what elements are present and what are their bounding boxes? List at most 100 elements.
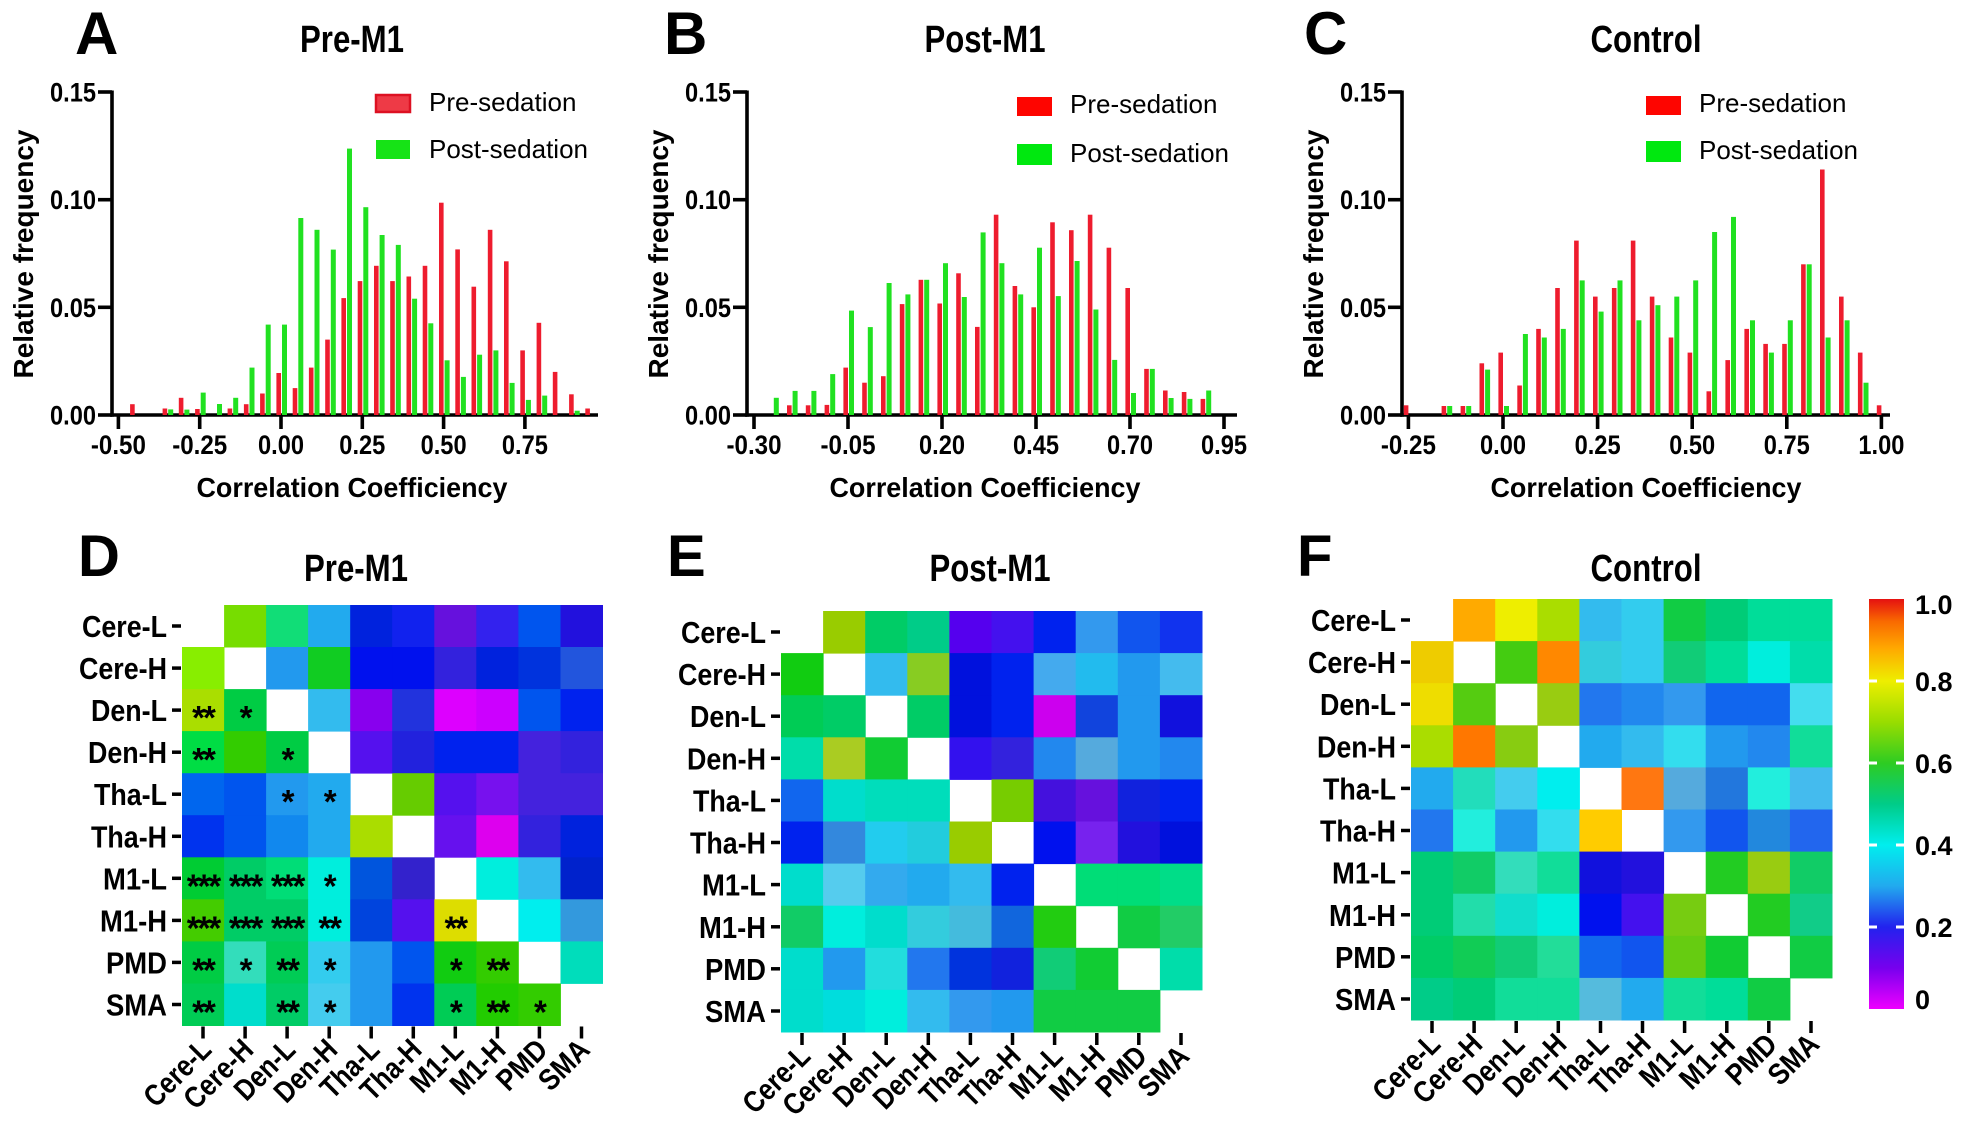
svg-text:0.10: 0.10 [685, 185, 731, 215]
svg-text:Post-M1: Post-M1 [925, 19, 1046, 61]
svg-text:0.50: 0.50 [421, 430, 467, 460]
svg-text:Relative frequency: Relative frequency [1298, 129, 1329, 378]
svg-text:**: ** [276, 994, 300, 1031]
svg-text:F: F [1297, 524, 1332, 589]
svg-text:-0.25: -0.25 [172, 430, 227, 460]
svg-text:M1-L: M1-L [103, 861, 167, 896]
svg-text:0.20: 0.20 [919, 430, 965, 460]
svg-text:-0.25: -0.25 [1381, 430, 1436, 460]
svg-text:M1-L: M1-L [702, 868, 766, 903]
svg-text:Cere-L: Cere-L [681, 615, 766, 650]
svg-text:***: *** [271, 909, 306, 946]
svg-text:Relative frequency: Relative frequency [8, 129, 39, 378]
svg-text:PMD: PMD [1335, 940, 1396, 975]
svg-text:0.70: 0.70 [1107, 430, 1153, 460]
svg-text:0.00: 0.00 [50, 401, 96, 431]
svg-text:***: *** [229, 909, 264, 946]
svg-text:0.6: 0.6 [1915, 749, 1953, 779]
svg-text:0.10: 0.10 [50, 185, 96, 215]
svg-text:Post-M1: Post-M1 [930, 548, 1051, 590]
svg-text:Pre-M1: Pre-M1 [300, 19, 404, 61]
svg-text:***: *** [229, 867, 264, 904]
svg-text:Cere-H: Cere-H [79, 651, 167, 686]
svg-text:Correlation Coefficiency: Correlation Coefficiency [1491, 472, 1803, 503]
svg-text:0.8: 0.8 [1915, 667, 1953, 697]
svg-text:Pre-sedation: Pre-sedation [1699, 88, 1846, 118]
svg-text:A: A [75, 0, 118, 67]
svg-text:-0.50: -0.50 [91, 430, 146, 460]
svg-text:0.05: 0.05 [685, 293, 731, 323]
svg-text:**: ** [192, 741, 216, 778]
svg-text:0.95: 0.95 [1201, 430, 1247, 460]
svg-text:Relative frequency: Relative frequency [643, 129, 674, 378]
svg-text:**: ** [192, 699, 216, 736]
svg-text:PMD: PMD [106, 945, 167, 980]
svg-text:Den-H: Den-H [687, 741, 766, 776]
svg-text:E: E [667, 524, 706, 589]
svg-text:SMA: SMA [1335, 982, 1396, 1017]
svg-text:0.00: 0.00 [1480, 430, 1526, 460]
svg-text:0.25: 0.25 [339, 430, 385, 460]
svg-text:Cere-H: Cere-H [1308, 645, 1396, 680]
svg-text:Tha-H: Tha-H [91, 819, 167, 854]
svg-text:-0.30: -0.30 [727, 430, 782, 460]
svg-text:Correlation Coefficiency: Correlation Coefficiency [830, 472, 1142, 503]
svg-text:Den-L: Den-L [690, 699, 766, 734]
svg-text:M1-H: M1-H [699, 910, 766, 945]
svg-text:***: *** [271, 867, 306, 904]
svg-text:C: C [1304, 0, 1347, 67]
svg-text:1.0: 1.0 [1915, 590, 1953, 620]
svg-text:**: ** [318, 909, 342, 946]
svg-text:PMD: PMD [705, 952, 766, 987]
svg-text:***: *** [187, 909, 222, 946]
svg-text:Cere-L: Cere-L [1311, 603, 1396, 638]
svg-text:M1-L: M1-L [1332, 856, 1396, 891]
svg-text:0.00: 0.00 [1340, 401, 1386, 431]
svg-text:**: ** [192, 951, 216, 988]
svg-text:Post-sedation: Post-sedation [429, 134, 588, 164]
svg-text:Control: Control [1591, 19, 1702, 61]
svg-text:0: 0 [1915, 985, 1930, 1015]
svg-text:0.00: 0.00 [685, 401, 731, 431]
svg-text:0.05: 0.05 [1340, 293, 1386, 323]
svg-text:Pre-sedation: Pre-sedation [1070, 89, 1217, 119]
svg-text:Control: Control [1591, 548, 1702, 590]
svg-text:1.00: 1.00 [1858, 430, 1904, 460]
svg-text:Den-H: Den-H [1317, 729, 1396, 764]
svg-text:SMA: SMA [106, 988, 167, 1023]
svg-text:0.75: 0.75 [1764, 430, 1810, 460]
svg-text:Post-sedation: Post-sedation [1070, 138, 1229, 168]
svg-text:Tha-L: Tha-L [1323, 771, 1396, 806]
svg-text:-0.05: -0.05 [821, 430, 876, 460]
svg-text:0.10: 0.10 [1340, 185, 1386, 215]
svg-text:0.45: 0.45 [1013, 430, 1059, 460]
svg-text:**: ** [487, 994, 511, 1031]
svg-text:0.50: 0.50 [1669, 430, 1715, 460]
svg-text:Pre-M1: Pre-M1 [304, 548, 408, 590]
svg-text:B: B [664, 0, 707, 67]
svg-text:Den-L: Den-L [1320, 687, 1396, 722]
svg-text:Den-H: Den-H [88, 735, 167, 770]
svg-text:0.75: 0.75 [502, 430, 548, 460]
svg-text:Tha-H: Tha-H [690, 826, 766, 861]
svg-text:0.15: 0.15 [50, 78, 96, 108]
svg-text:0.4: 0.4 [1915, 831, 1953, 861]
svg-text:D: D [78, 524, 120, 589]
svg-text:**: ** [444, 909, 468, 946]
svg-text:0.2: 0.2 [1915, 913, 1953, 943]
svg-text:**: ** [276, 951, 300, 988]
svg-text:Cere-H: Cere-H [678, 657, 766, 692]
svg-text:***: *** [187, 867, 222, 904]
svg-text:0.00: 0.00 [258, 430, 304, 460]
svg-text:**: ** [192, 994, 216, 1031]
svg-text:Correlation Coefficiency: Correlation Coefficiency [197, 472, 509, 503]
svg-text:SMA: SMA [705, 994, 766, 1029]
svg-text:0.15: 0.15 [685, 78, 731, 108]
svg-text:0.15: 0.15 [1340, 78, 1386, 108]
svg-text:M1-H: M1-H [100, 903, 167, 938]
svg-text:Tha-H: Tha-H [1320, 814, 1396, 849]
svg-text:Tha-L: Tha-L [693, 783, 766, 818]
svg-text:Den-L: Den-L [91, 693, 167, 728]
svg-text:0.05: 0.05 [50, 293, 96, 323]
svg-text:0.25: 0.25 [1575, 430, 1621, 460]
